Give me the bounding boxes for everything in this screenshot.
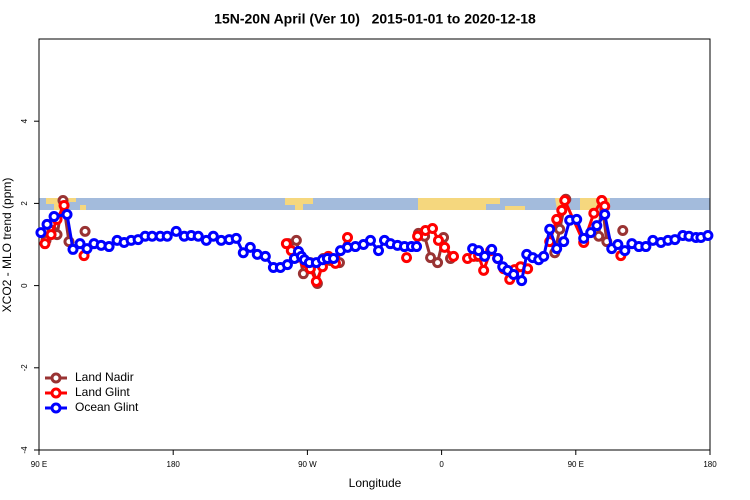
y-tick-label: 4 [20,118,29,123]
point [448,250,460,262]
point [617,225,629,237]
point [585,227,597,239]
point [439,241,451,253]
point [327,252,339,264]
point [544,223,556,235]
x-axis-label: Longitude [349,476,402,490]
point [61,208,73,220]
point [669,234,681,246]
point [551,213,563,225]
point [297,268,309,280]
point [364,234,376,246]
y-axis-label: XCO2 - MLO trend (ppm) [0,178,14,313]
point [516,275,528,287]
x-tick-label: 180 [167,460,181,469]
point [558,236,570,248]
x-tick-label: 0 [439,460,444,469]
point [556,204,568,216]
point [230,232,242,244]
point [427,222,439,234]
point [432,234,444,246]
point [74,238,86,250]
legend-label: Land Nadir [75,370,134,384]
point [41,218,53,230]
point [81,243,93,255]
point [538,250,550,262]
chart-title: 15N-20N April (Ver 10) 2015-01-01 to 202… [214,11,536,27]
point [478,264,490,276]
point [342,232,354,244]
point [571,213,583,225]
point [237,247,249,259]
point [170,225,182,237]
point [79,225,91,237]
point [373,245,385,257]
point [259,250,271,262]
point [192,230,204,242]
point [207,230,219,242]
point [591,220,603,232]
point [473,245,485,257]
point [412,230,424,242]
series [35,208,714,287]
point [280,238,292,250]
point [58,199,70,211]
point [559,195,571,207]
y-tick-label: -4 [20,446,29,454]
point [281,259,293,271]
point [401,252,413,264]
point [640,241,652,253]
point [67,243,79,255]
point [244,241,256,253]
point [599,208,611,220]
point [310,275,322,287]
point [612,239,624,250]
point [588,207,600,219]
point [554,223,566,235]
point [411,241,423,253]
point [432,257,444,269]
x-tick-label: 90 E [568,460,584,469]
point [48,211,60,223]
point [425,252,437,264]
point [551,243,563,255]
x-tick-label: 180 [703,460,717,469]
legend-marker [50,387,62,399]
point [492,252,504,264]
point [479,250,491,262]
point [290,234,302,246]
x-tick-label: 90 E [31,460,47,469]
point [508,269,520,281]
legend-label: Ocean Glint [75,400,139,414]
x-tick-label: 90 W [298,460,317,469]
point [619,245,631,257]
plot-frame [38,38,711,451]
y-tick-label: 2 [20,201,29,206]
legend-marker [50,372,62,384]
point [35,227,47,239]
legend-label: Land Glint [75,385,130,399]
point [702,229,714,241]
point [45,229,57,241]
point [486,243,498,255]
y-tick-label: -2 [20,364,29,372]
point [39,238,51,250]
legend-marker [50,402,62,414]
y-tick-label: 0 [20,283,29,288]
point [578,232,590,244]
point [103,241,115,253]
point [161,230,173,242]
